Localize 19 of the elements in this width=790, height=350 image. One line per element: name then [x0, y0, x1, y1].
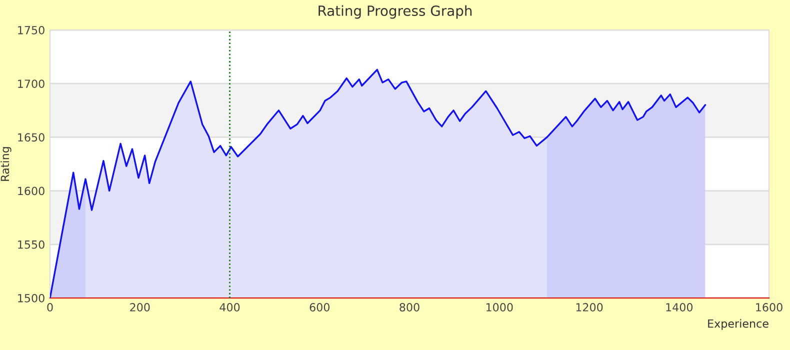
x-tick-label: 0 [47, 303, 53, 312]
x-tick-label: 200 [130, 303, 150, 312]
x-tick-label: 1200 [576, 303, 603, 312]
x-tick-label: 1600 [756, 303, 782, 312]
y-tick-label: 1700 [18, 80, 44, 88]
x-tick-label: 400 [220, 303, 240, 312]
y-tick-label: 1600 [18, 186, 44, 196]
y-tick-label: 1650 [18, 133, 44, 142]
y-tick-label: 1550 [18, 240, 44, 249]
x-tick-label: 800 [400, 303, 420, 312]
line-series [50, 68, 706, 298]
x-tick-label: 600 [310, 303, 330, 312]
x-tick-label: 1000 [486, 303, 513, 312]
y-tick-label: 1500 [18, 294, 44, 302]
x-tick-label: 1400 [666, 303, 693, 312]
y-axis-title: Rating [0, 147, 12, 181]
y-tick-label: 1750 [18, 26, 44, 34]
x-axis-title: Experience [708, 319, 768, 330]
chart-title: Rating Progress Graph [318, 5, 472, 19]
